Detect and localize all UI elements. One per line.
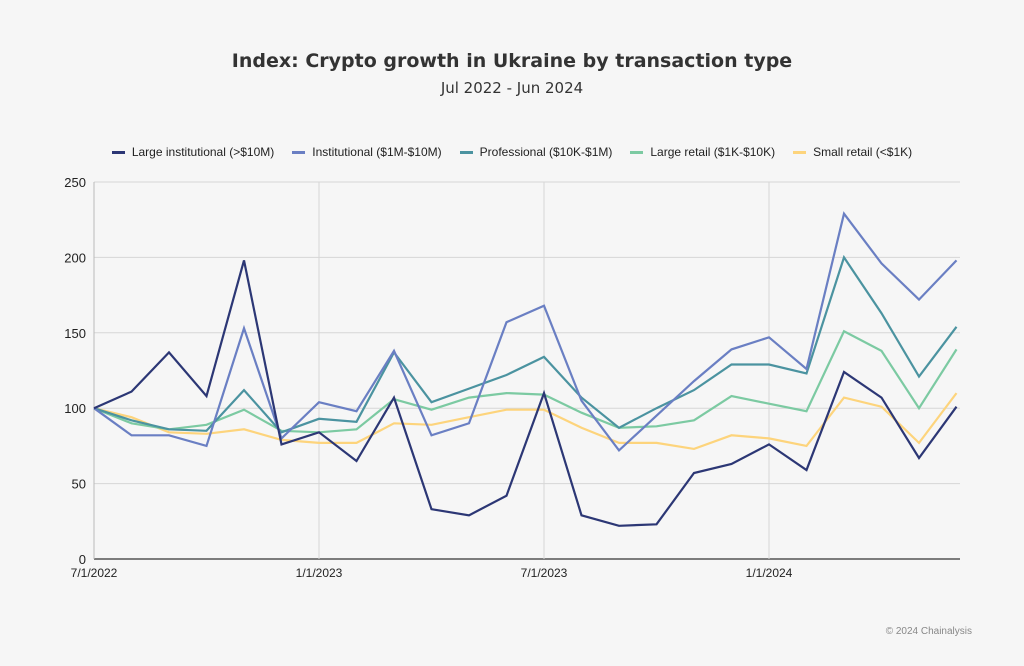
legend: Large institutional (>$10M) Institutional…: [0, 145, 1024, 159]
legend-label: Large institutional (>$10M): [131, 145, 275, 159]
series-line: [93, 211, 958, 453]
legend-swatch: [459, 150, 473, 154]
x-tick-label: 1/1/2024: [746, 566, 793, 580]
copyright: © 2024 Chainalysis: [885, 626, 972, 637]
y-tick-label: 250: [64, 175, 86, 190]
series-line: [93, 329, 958, 434]
y-tick-label: 0: [79, 552, 86, 567]
legend-swatch: [630, 150, 644, 154]
series-line: [93, 254, 958, 434]
series-line: [93, 260, 958, 527]
series-line: [93, 392, 958, 451]
y-tick-label: 100: [64, 401, 86, 416]
y-tick-label: 200: [64, 250, 86, 265]
y-tick-label: 150: [64, 326, 86, 341]
legend-item: Professional ($10K-$1M): [459, 145, 613, 159]
y-tick-label: 50: [72, 477, 86, 492]
legend-label: Small retail (<$1K): [813, 145, 913, 159]
legend-swatch: [111, 150, 125, 154]
legend-item: Large institutional (>$10M): [111, 145, 275, 159]
x-tick-label: 7/1/2022: [71, 566, 118, 580]
chart-subtitle: Jul 2022 - Jun 2024: [440, 79, 584, 97]
legend-label: Institutional ($1M-$10M): [312, 145, 442, 159]
legend-swatch: [292, 150, 306, 154]
legend-item: Large retail ($1K-$10K): [630, 145, 775, 159]
x-tick-label: 1/1/2023: [296, 566, 343, 580]
legend-item: Small retail (<$1K): [793, 145, 912, 159]
chart-title: Index: Crypto growth in Ukraine by trans…: [231, 50, 793, 72]
x-tick-label: 7/1/2023: [521, 566, 568, 580]
legend-swatch: [793, 150, 807, 154]
legend-label: Professional ($10K-$1M): [479, 145, 613, 159]
legend-item: Institutional ($1M-$10M): [292, 145, 442, 159]
legend-label: Large retail ($1K-$10K): [650, 145, 776, 159]
